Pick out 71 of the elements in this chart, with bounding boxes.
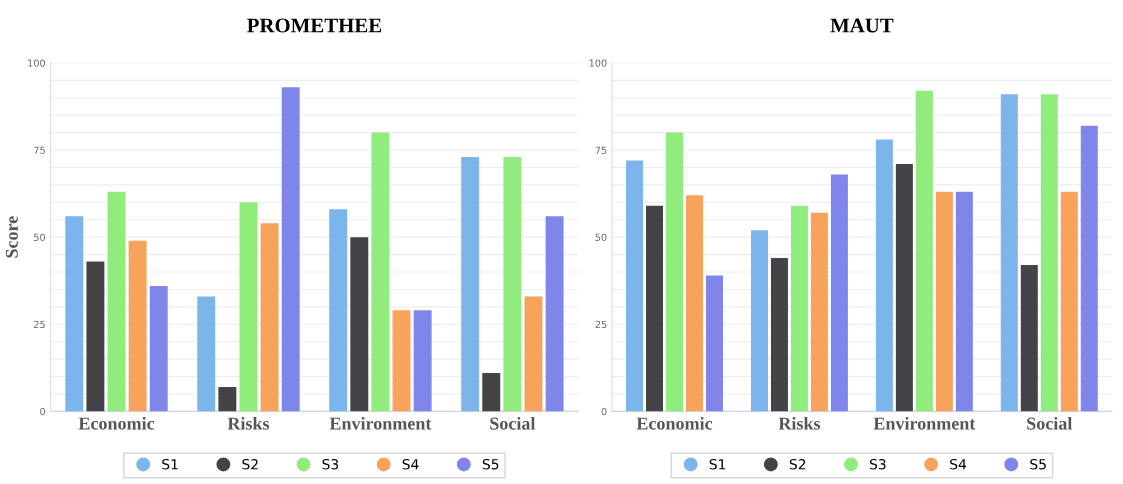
x-tick-label: Social [490,416,536,430]
bar [895,163,913,412]
y-tick-label: 100 [28,59,46,67]
bar [790,205,808,412]
bar [461,157,480,412]
legend-label: S4 [402,458,419,470]
y-tick-label: 75 [595,146,607,154]
bar [750,230,768,412]
y-tick-label: 0 [40,407,46,416]
y-tick-label: 25 [34,320,45,329]
bar [392,310,411,412]
legend-label: S4 [950,458,967,470]
bar [1000,94,1018,412]
legend-label: S5 [1030,458,1046,470]
bar [413,310,432,412]
bar [65,216,84,412]
bar [1060,191,1078,412]
bar [705,275,723,412]
bar [149,285,168,412]
bar [935,191,953,412]
x-tick-label: Environment [329,416,432,430]
legend-label: S3 [322,458,339,470]
y-tick-label: 25 [595,320,607,329]
bar [218,387,237,412]
bar [281,87,300,412]
bar [770,258,788,412]
bar [1040,94,1058,412]
bar [128,240,147,412]
y-tick-label: 75 [34,146,45,154]
bar [482,373,501,412]
bar [524,296,543,412]
y-tick-label: 100 [589,59,607,67]
chart-title: PROMETHEE [247,18,382,33]
legend-label: S1 [709,458,726,470]
bar [197,296,216,412]
legend-label: S5 [482,458,499,470]
bar [915,90,933,412]
x-tick-label: Economic [636,416,713,430]
bar [686,195,703,412]
legend-label: S2 [789,458,806,470]
bar [1080,125,1098,412]
bar [239,202,258,412]
bar [371,132,390,412]
bar [666,132,683,412]
y-axis-title: Score [5,216,18,258]
bar [350,237,369,412]
bar [810,212,828,412]
bar [329,209,348,412]
legend-label: S2 [242,458,258,470]
bar [646,205,664,412]
bar [830,174,848,412]
bar [875,139,893,412]
legend-label: S3 [869,458,886,470]
bar [545,216,564,412]
bar [86,261,105,412]
y-tick-label: 0 [601,407,607,416]
y-tick-label: 50 [34,233,46,241]
bar [955,191,973,412]
bar [1020,265,1038,412]
x-tick-label: Economic [78,416,155,430]
x-tick-label: Risks [778,416,821,430]
bar [107,191,126,412]
x-tick-label: Risks [227,416,270,430]
chart-title: MAUT [830,18,894,33]
x-tick-label: Social [1027,416,1073,430]
x-tick-label: Environment [873,416,976,430]
legend-label: S1 [162,458,178,470]
bar [626,160,644,412]
y-tick-label: 50 [595,233,607,241]
bar [260,223,279,412]
bar [503,157,522,412]
